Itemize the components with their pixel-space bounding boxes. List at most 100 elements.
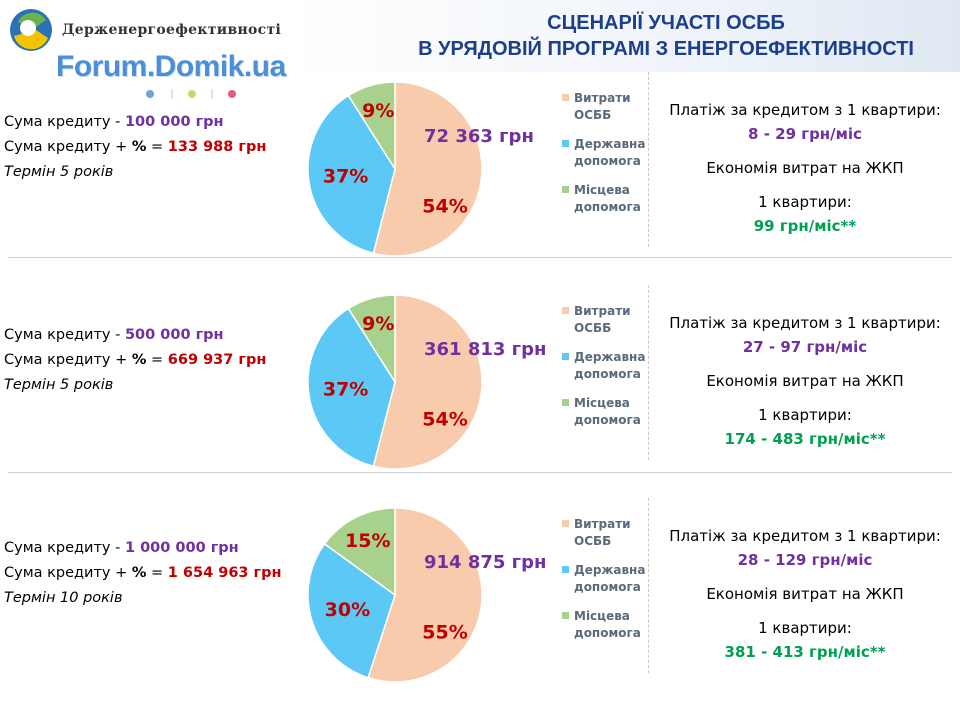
payment-value: 27 - 97 грн/міс [742, 338, 868, 356]
legend-swatch [562, 566, 569, 573]
pie-data-label: 55% [422, 622, 467, 644]
loan-total-value: 669 937 грн [167, 352, 267, 368]
legend-item: Державна допомога [562, 562, 652, 596]
pie-slice-2 [347, 81, 396, 172]
pie-data-label: 54% [422, 196, 467, 218]
osbb-amount-label: 72 363 грн [424, 126, 534, 147]
pie-slice-0 [372, 81, 483, 257]
title-line-1: СЦЕНАРІЇ УЧАСТІ ОСББ [547, 12, 785, 34]
pie-data-label: 9% [362, 100, 394, 122]
payment-value: 28 - 129 грн/міс [737, 551, 873, 569]
savings-value: 174 - 483 грн/міс** [724, 430, 886, 448]
equals-sign: = [151, 352, 164, 368]
savings-value: 99 грн/міс** [753, 217, 857, 235]
pie-slice-2 [347, 294, 396, 385]
legend-label: Витрати ОСББ [574, 304, 631, 335]
loan-total-value: 1 654 963 грн [167, 565, 282, 581]
payment-title: Платіж за кредитом з 1 квартири: [669, 527, 941, 545]
per-apartment-label: 1 квартири: [758, 193, 852, 211]
legend-label: Місцева допомога [574, 609, 641, 640]
loan-sum-value: 100 000 грн [124, 114, 224, 130]
equals-sign: = [151, 565, 164, 581]
decorative-dots [146, 89, 236, 99]
osbb-amount-label: 361 813 грн [424, 339, 546, 360]
site-watermark: Forum.Domik.ua [56, 50, 286, 83]
loan-total-line: Сума кредиту + % = 1 654 963 грн [4, 561, 282, 586]
panel-divider [8, 472, 952, 473]
loan-sum-value: 1 000 000 грн [124, 540, 239, 556]
equals-sign: = [151, 139, 164, 155]
payment-info: Платіж за кредитом з 1 квартири: 28 - 12… [648, 524, 960, 664]
pie-chart: 54% 37% 9% 72 363 грн [307, 81, 534, 257]
pie-chart: 55% 30% 15% 914 875 грн [307, 507, 546, 683]
loan-info: Сума кредиту - 100 000 грн Сума кредиту … [4, 110, 266, 185]
legend-item: Місцева допомога [562, 608, 652, 642]
pie-data-label: 54% [422, 409, 467, 431]
pie-data-label: 37% [323, 378, 368, 400]
loan-total-value: 133 988 грн [167, 139, 267, 155]
percent-sign: % [131, 139, 147, 155]
payment-info: Платіж за кредитом з 1 квартири: 8 - 29 … [648, 98, 960, 238]
legend-label: Місцева допомога [574, 396, 641, 427]
title-line-2: В УРЯДОВІЙ ПРОГРАМІ З ЕНЕРГОЕФЕКТИВНОСТІ [418, 38, 914, 60]
loan-info: Сума кредиту - 1 000 000 грн Сума кредит… [4, 536, 282, 611]
scenario-panel: Сума кредиту - 1 000 000 грн Сума кредит… [0, 498, 960, 713]
legend-item: Витрати ОСББ [562, 516, 652, 550]
loan-sum-line: Сума кредиту - 1 000 000 грн [4, 536, 282, 561]
chart-legend: Витрати ОСББ Державна допомога Місцева доп… [562, 516, 652, 654]
legend-item: Державна допомога [562, 136, 652, 170]
percent-sign: % [131, 352, 147, 368]
legend-item: Місцева допомога [562, 182, 652, 216]
legend-item: Державна допомога [562, 349, 652, 383]
org-name: Держенергоефективності [62, 22, 282, 38]
pie-data-label: 9% [362, 313, 394, 335]
savings-title: Економія витрат на ЖКП [706, 372, 904, 390]
legend-label: Місцева допомога [574, 183, 641, 214]
legend-swatch [562, 399, 569, 406]
loan-sum-value: 500 000 грн [124, 327, 224, 343]
legend-label: Державна допомога [574, 563, 646, 594]
header-band [0, 0, 960, 72]
legend-swatch [562, 612, 569, 619]
legend-label: Державна допомога [574, 137, 646, 168]
agency-logo-icon [10, 9, 52, 51]
pie-slice-2 [323, 507, 396, 597]
legend-swatch [562, 307, 569, 314]
per-apartment-label: 1 квартири: [758, 619, 852, 637]
pie-chart: 54% 37% 9% 361 813 грн [307, 294, 546, 470]
savings-title: Економія витрат на ЖКП [706, 585, 904, 603]
pie-slice-0 [367, 507, 483, 683]
legend-swatch [562, 94, 569, 101]
vertical-separator [648, 72, 649, 247]
payment-title: Платіж за кредитом з 1 квартири: [669, 101, 941, 119]
legend-label: Державна допомога [574, 350, 646, 381]
pie-data-label: 15% [345, 530, 390, 552]
legend-item: Витрати ОСББ [562, 90, 652, 124]
legend-swatch [562, 140, 569, 147]
loan-total-line: Сума кредиту + % = 133 988 грн [4, 135, 266, 160]
loan-total-label: Сума кредиту + [4, 565, 128, 581]
legend-label: Витрати ОСББ [574, 517, 631, 548]
pie-data-label: 30% [325, 599, 370, 621]
legend-label: Витрати ОСББ [574, 91, 631, 122]
savings-title: Економія витрат на ЖКП [706, 159, 904, 177]
scenario-panel: Сума кредиту - 100 000 грн Сума кредиту … [0, 72, 960, 287]
payment-title: Платіж за кредитом з 1 квартири: [669, 314, 941, 332]
loan-term: Термін 5 років [4, 164, 114, 180]
payment-value: 8 - 29 грн/міс [748, 125, 862, 143]
loan-total-label: Сума кредиту + [4, 352, 128, 368]
per-apartment-label: 1 квартири: [758, 406, 852, 424]
panel-divider [8, 257, 952, 258]
legend-swatch [562, 353, 569, 360]
loan-term: Термін 5 років [4, 377, 114, 393]
loan-info: Сума кредиту - 500 000 грн Сума кредиту … [4, 323, 266, 398]
loan-term: Термін 10 років [4, 590, 123, 606]
loan-total-label: Сума кредиту + [4, 139, 128, 155]
osbb-amount-label: 914 875 грн [424, 552, 546, 573]
loan-sum-label: Сума кредиту - [4, 540, 121, 556]
scenario-panel: Сума кредиту - 500 000 грн Сума кредиту … [0, 285, 960, 500]
legend-item: Місцева допомога [562, 395, 652, 429]
loan-sum-label: Сума кредиту - [4, 327, 121, 343]
savings-value: 381 - 413 грн/міс** [724, 643, 886, 661]
pie-slice-1 [307, 542, 396, 679]
